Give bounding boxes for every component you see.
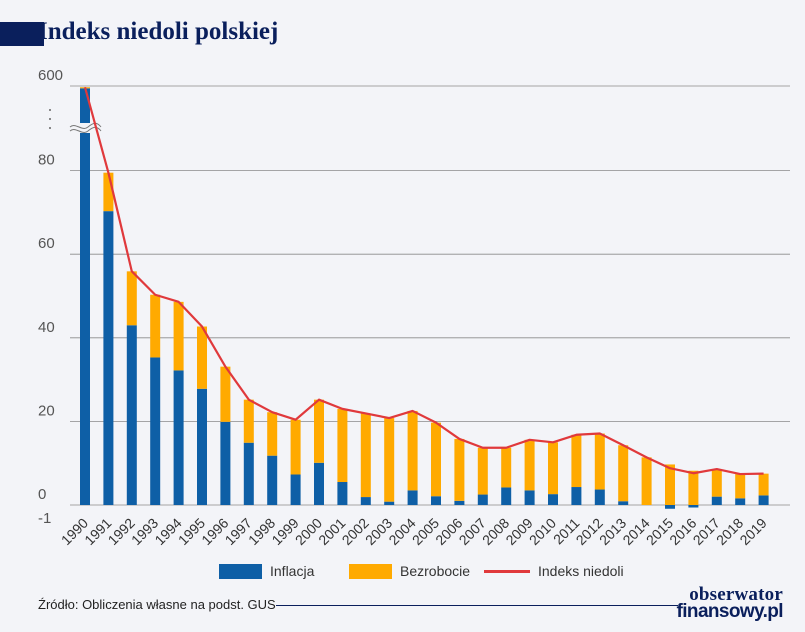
y-tick-label: 40 <box>38 319 55 336</box>
bar-inflacja <box>126 325 137 505</box>
bar-inflacja <box>407 490 418 505</box>
bar-bezrobocie <box>407 410 418 491</box>
bar-bezrobocie <box>641 457 652 505</box>
bar-inflacja <box>290 474 301 505</box>
bar-bezrobocie <box>314 399 324 463</box>
source-divider <box>276 605 678 606</box>
bar-bezrobocie <box>735 474 746 499</box>
y-tick-label: 80 <box>38 152 55 169</box>
bar-bezrobocie <box>665 464 675 505</box>
legend-label-indeks: Indeks niedoli <box>538 563 624 579</box>
break-marker <box>69 122 102 129</box>
bar-inflacja <box>173 370 184 505</box>
legend-swatch-bezrobocie <box>349 563 392 579</box>
x-tick-label: 2019 <box>736 515 769 548</box>
bar-bezrobocie <box>150 294 161 358</box>
bar-bezrobocie <box>360 413 371 498</box>
bar-bezrobocie <box>688 470 699 505</box>
bar-inflacja <box>220 421 231 505</box>
bar-bezrobocie <box>126 271 137 326</box>
bar-inflacja <box>197 388 207 505</box>
bar-inflacja <box>360 497 371 505</box>
bar-bezrobocie <box>103 172 114 212</box>
y-tick-label: 60 <box>38 235 55 252</box>
bar-bezrobocie <box>571 434 582 488</box>
bar-bezrobocie <box>711 469 722 497</box>
bar-inflacja <box>103 211 114 505</box>
bar-bezrobocie <box>431 422 441 497</box>
y-tick-label: -1 <box>38 510 51 527</box>
bar-inflacja <box>337 482 348 505</box>
bar-inflacja <box>477 494 488 505</box>
bar-bezrobocie <box>758 473 769 496</box>
title-accent-bar <box>0 22 44 46</box>
bar-inflacja <box>501 487 512 505</box>
y-tick-label: 600 <box>38 67 63 84</box>
bar-inflacja <box>571 487 582 505</box>
legend-item-indeks: Indeks niedoli <box>484 563 624 579</box>
bar-bezrobocie <box>337 408 348 483</box>
bar-bezrobocie <box>173 301 184 371</box>
bar-inflacja <box>524 490 535 505</box>
bar-bezrobocie <box>220 366 231 422</box>
bar-bezrobocie <box>290 419 301 475</box>
bar-bezrobocie <box>618 445 629 502</box>
bar-bezrobocie <box>524 439 535 491</box>
bar-inflacja <box>758 495 769 505</box>
y-tick-label: 20 <box>38 402 55 419</box>
bar-inflacja <box>548 494 558 505</box>
bar-inflacja <box>618 501 629 505</box>
brand-logo[interactable]: obserwator finansowy.pl <box>676 584 784 622</box>
bar-bezrobocie <box>548 442 558 495</box>
bar-bezrobocie <box>267 412 278 456</box>
bar-inflacja <box>454 500 465 505</box>
bar-bezrobocie <box>594 433 605 490</box>
logo-line-1: obserwator <box>689 584 783 605</box>
bar-inflacja <box>431 496 441 505</box>
bar-inflacja <box>688 505 699 508</box>
legend-item-bezrobocie: Bezrobocie <box>349 563 470 579</box>
break-marker <box>69 126 102 133</box>
bar-inflacja <box>594 489 605 505</box>
bar-inflacja <box>150 357 161 505</box>
legend-label-bezrobocie: Bezrobocie <box>400 563 471 579</box>
bar-inflacja <box>711 496 722 505</box>
bar-inflacja <box>735 498 746 505</box>
legend: Inflacja Bezrobocie Indeks niedoli <box>0 563 805 587</box>
legend-item-inflacja: Inflacja <box>219 563 314 579</box>
bar-inflacja <box>243 442 254 505</box>
bar-bezrobocie <box>384 418 395 502</box>
bar-bezrobocie <box>501 447 512 488</box>
bar-bezrobocie <box>243 399 254 443</box>
bar-inflacja <box>314 462 324 505</box>
logo-line-2: finansowy.pl <box>676 601 784 622</box>
bar-inflacja <box>384 501 395 505</box>
axis-break-dot <box>49 109 51 111</box>
bar-inflacja <box>665 505 675 509</box>
legend-swatch-indeks <box>484 569 530 573</box>
chart-title: Indeks niedoli polskiej <box>38 18 279 45</box>
bar-inflacja <box>267 455 278 505</box>
legend-label-inflacja: Inflacja <box>270 563 315 579</box>
y-tick-label: 0 <box>38 486 46 503</box>
bar-bezrobocie <box>197 326 207 389</box>
legend-swatch-inflacja <box>219 563 262 579</box>
axis-break-dot <box>49 127 51 129</box>
bar-bezrobocie <box>454 438 465 501</box>
source-note: Źródło: Obliczenia własne na podst. GUS <box>38 597 276 612</box>
bar-inflacja <box>80 88 90 505</box>
bar-bezrobocie <box>477 447 488 495</box>
axis-break-dot <box>49 118 51 120</box>
series-line-indeks <box>83 86 764 476</box>
